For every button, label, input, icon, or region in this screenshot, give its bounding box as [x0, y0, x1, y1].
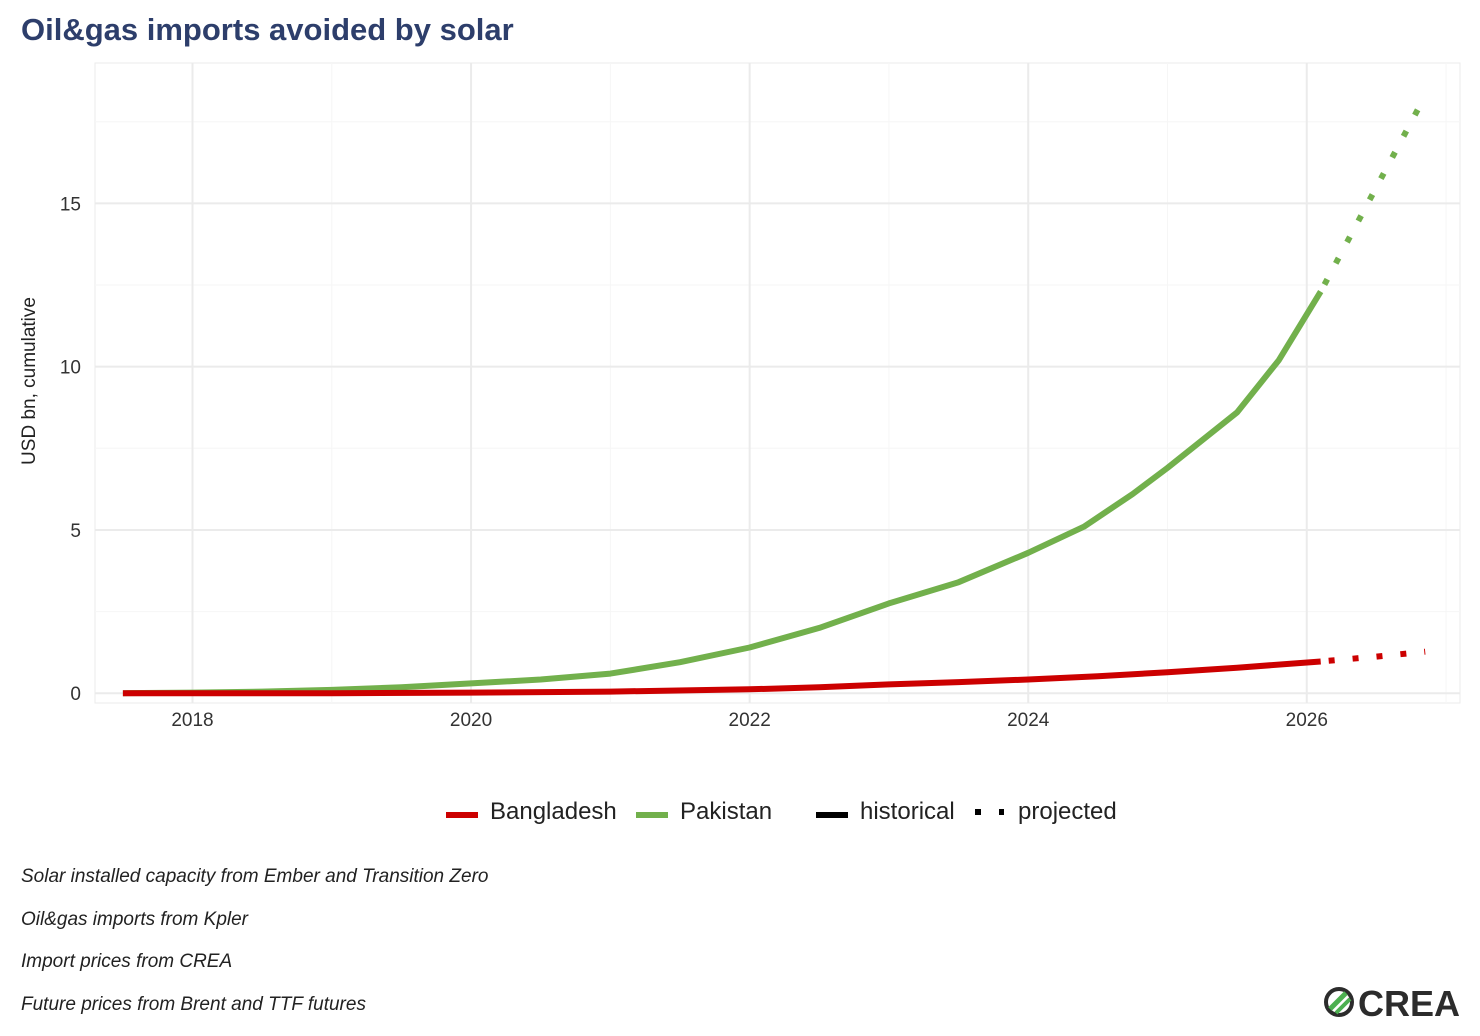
logo-text: CREA — [1357, 983, 1460, 1024]
crea-logo-icon — [1323, 986, 1354, 1022]
x-tick-label: 2024 — [1007, 710, 1050, 731]
dotted-line-icon — [972, 798, 1006, 826]
plot-panel — [94, 62, 1461, 704]
y-tick-label: 10 — [60, 358, 81, 379]
y-tick-label: 0 — [70, 684, 81, 705]
y-tick-label: 15 — [60, 194, 81, 215]
source-notes: Solar installed capacity from Ember and … — [21, 865, 488, 1035]
legend-item-historical: historical — [816, 795, 955, 829]
legend-label-pakistan: Pakistan — [680, 798, 773, 825]
legend-label-projected: projected — [1018, 798, 1117, 825]
x-tick-label: 2018 — [171, 710, 213, 731]
source-note: Solar installed capacity from Ember and … — [21, 866, 489, 887]
x-tick-label: 2026 — [1286, 710, 1328, 731]
pakistan-historical-line — [122, 290, 1324, 697]
chart-title: Oil&gas imports avoided by solar — [21, 12, 514, 47]
crea-logo: CREA — [1323, 983, 1460, 1025]
source-note: Import prices from CREA — [21, 951, 233, 972]
bangladesh-projected-line — [1320, 648, 1426, 665]
bangladesh-historical-line — [122, 658, 1321, 697]
source-note: Future prices from Brent and TTF futures — [21, 993, 366, 1015]
legend-label-historical: historical — [860, 798, 955, 825]
legend: Bangladesh Pakistan historical projected — [0, 795, 1480, 829]
line-chart: 0 5 10 15 2018 2020 2022 2024 2026 USD bn, cumu… — [19, 62, 1461, 731]
y-axis-label: USD bn, cumulative — [19, 297, 40, 465]
x-axis-ticks: 2018 2020 2022 2024 2026 — [171, 710, 1328, 731]
grid-lines — [95, 63, 1460, 703]
legend-label-bangladesh: Bangladesh — [490, 798, 617, 825]
y-axis-ticks: 0 5 10 15 — [60, 194, 81, 705]
bangladesh-swatch-icon — [446, 798, 478, 826]
legend-item-projected: projected — [972, 795, 1117, 829]
pakistan-projected-line — [1318, 94, 1428, 294]
legend-item-bangladesh: Bangladesh — [446, 795, 617, 829]
pakistan-swatch-icon — [636, 798, 668, 826]
legend-item-pakistan: Pakistan — [636, 795, 772, 829]
source-note: Oil&gas imports from Kpler — [21, 908, 249, 930]
x-tick-label: 2022 — [729, 710, 771, 731]
x-tick-label: 2020 — [450, 710, 492, 731]
series-lines — [122, 94, 1428, 697]
y-tick-label: 5 — [70, 521, 81, 542]
solid-line-icon — [816, 798, 848, 826]
